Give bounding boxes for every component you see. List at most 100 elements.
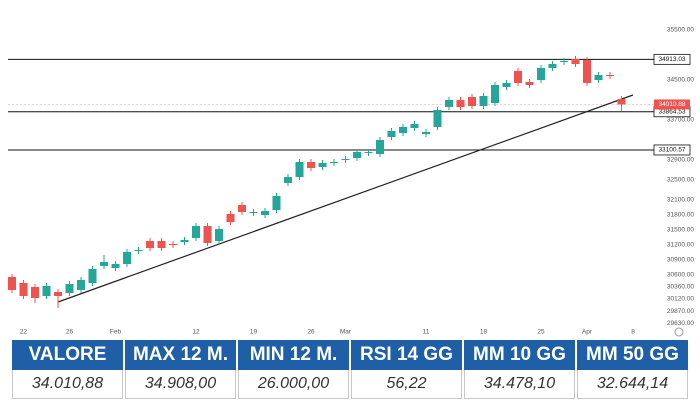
level-label-box	[653, 53, 691, 65]
table-row: 34.010,88 34.908,00 26.000,00 56,22 34.478,1…	[12, 370, 688, 399]
candle-body	[284, 177, 292, 183]
header-cell: RSI 14 GG	[351, 340, 462, 370]
candle-body	[8, 277, 16, 290]
candle-body	[157, 241, 166, 248]
table-cell: 34.908,00	[125, 370, 236, 399]
candle-body	[514, 71, 522, 83]
candle-body	[548, 64, 557, 68]
table-cell: 32.644,14	[577, 370, 688, 399]
candle-body	[583, 60, 591, 83]
candle-body	[525, 82, 534, 85]
clock-icon	[674, 327, 684, 337]
candle-body	[387, 131, 396, 137]
candle-body	[456, 100, 465, 107]
y-tick-label: 31200.00	[667, 242, 694, 249]
candle-body	[123, 252, 131, 264]
candle-body	[353, 152, 361, 158]
x-tick-label: 26	[307, 329, 315, 336]
candle-body	[134, 250, 143, 251]
x-tick-label: Feb	[110, 329, 122, 336]
candle-body	[399, 127, 407, 133]
price-label: 34010.88	[658, 101, 685, 108]
stats-table: VALORE MAX 12 M. MIN 12 M. RSI 14 GG MM 10 G…	[10, 340, 690, 399]
price-label-box	[654, 99, 690, 110]
candle-body	[215, 229, 223, 241]
candle-body	[341, 159, 350, 160]
candle-body	[249, 212, 258, 213]
candle-body	[307, 162, 315, 168]
y-tick-label: 32500.00	[667, 177, 694, 184]
candle-body	[203, 226, 212, 243]
candle-body	[238, 205, 246, 212]
y-tick-label: 30600.00	[667, 272, 694, 279]
chart: 35500.00 34500.00 33700.00 32900.00 32500.00…	[8, 27, 694, 337]
y-tick-label: 30120.00	[667, 296, 694, 303]
candle-body	[180, 240, 189, 242]
candle-body	[146, 241, 154, 248]
y-tick-label: 31800.00	[667, 212, 694, 219]
candle-body	[479, 96, 488, 106]
y-tick-label: 35500.00	[667, 27, 694, 34]
candle-body	[272, 196, 281, 210]
candle-body	[617, 99, 626, 105]
candle-body	[65, 284, 74, 293]
candle-body	[318, 163, 327, 167]
header-cell: MIN 12 M.	[238, 340, 349, 370]
candle-body	[537, 68, 545, 80]
table-body: 34.010,88 34.908,00 26.000,00 56,22 34.478,1…	[12, 370, 688, 399]
level-label: 33864.53	[658, 108, 685, 115]
y-tick-label: 33700.00	[667, 117, 694, 124]
candle-body	[468, 97, 476, 106]
candle-body	[100, 262, 108, 266]
y-tick-label: 29870.00	[667, 308, 694, 315]
candle-body	[19, 283, 28, 296]
candle-body	[364, 152, 373, 153]
candle-body	[502, 83, 511, 87]
candle-body	[169, 244, 177, 245]
y-tick-label: 29630.00	[667, 320, 694, 327]
candle-body	[433, 110, 442, 127]
candle-body	[606, 75, 614, 76]
candle-body	[560, 61, 568, 62]
candle-body	[491, 85, 499, 103]
header-cell: MM 50 GG	[577, 340, 688, 370]
y-tick-label: 32100.00	[667, 197, 694, 204]
y-tick-label: 32900.00	[667, 157, 694, 164]
level-label-box	[653, 144, 691, 156]
candle-body	[410, 124, 419, 128]
x-tick-label: 19	[250, 329, 258, 336]
x-tick-label: 8	[631, 329, 635, 336]
level-label: 33100.57	[658, 147, 685, 154]
x-tick-label: 25	[537, 329, 545, 336]
candle-body	[376, 140, 384, 154]
trendline	[57, 94, 634, 303]
y-tick-label: 34500.00	[667, 77, 694, 84]
y-tick-label: 31500.00	[667, 227, 694, 234]
x-tick-label: 11	[423, 329, 430, 336]
candle-body	[88, 269, 97, 283]
candle-body	[31, 287, 39, 298]
y-tick-label: 30900.00	[667, 257, 694, 264]
level-label: 34913.03	[658, 56, 685, 63]
header-row: VALORE MAX 12 M. MIN 12 M. RSI 14 GG MM 10 G…	[12, 340, 688, 370]
x-tick-label: 22	[20, 329, 28, 336]
candle-body	[111, 264, 120, 268]
candle-body	[192, 226, 200, 238]
table-cell: 34.010,88	[12, 370, 123, 399]
x-tick-label: Mar	[340, 329, 352, 336]
candle-body	[261, 211, 269, 215]
table-cell: 26.000,00	[238, 370, 349, 399]
header-cell: VALORE	[12, 340, 123, 370]
candle-body	[445, 100, 453, 107]
candle-body	[226, 214, 235, 222]
table-cell: 56,22	[351, 370, 462, 399]
y-tick-label: 30360.00	[667, 284, 694, 291]
candle-body	[54, 292, 62, 296]
x-tick-label: Apr	[582, 329, 593, 336]
x-tick-label: 18	[480, 329, 488, 336]
x-tick-label: 26	[66, 329, 74, 336]
candle-body	[330, 162, 338, 163]
table-cell: 34.478,10	[464, 370, 575, 399]
x-tick-label: 12	[192, 329, 200, 336]
